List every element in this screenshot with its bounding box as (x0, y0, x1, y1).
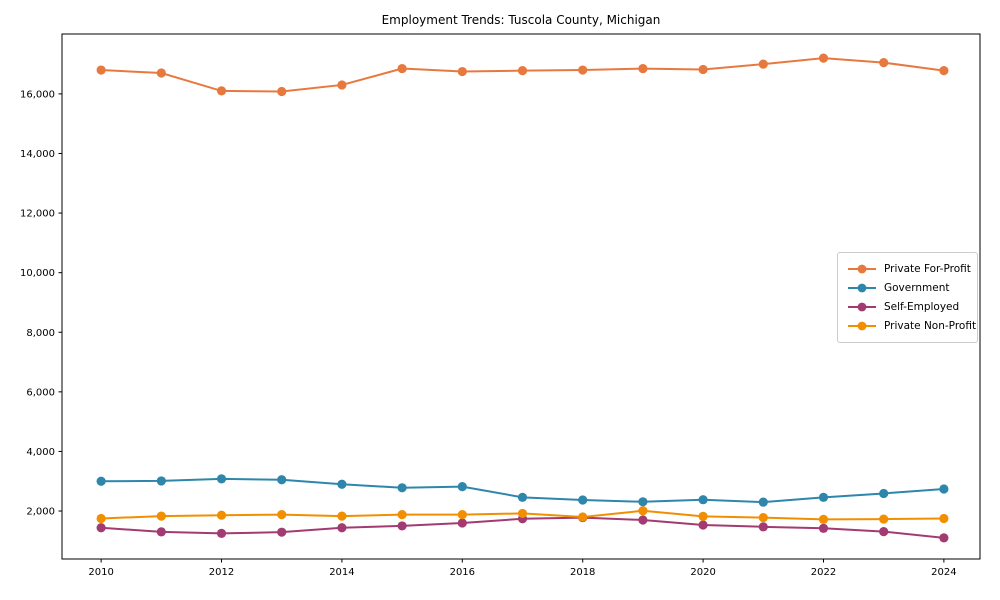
data-point (758, 497, 768, 507)
legend-label: Government (884, 281, 950, 294)
data-point (457, 510, 467, 520)
data-point (578, 65, 588, 75)
legend-label: Self-Employed (884, 301, 960, 314)
data-point (758, 59, 768, 69)
data-point (517, 66, 528, 76)
data-point (638, 497, 648, 507)
data-point (818, 523, 829, 533)
x-tick-label: 2014 (329, 567, 354, 578)
data-point (517, 492, 528, 502)
legend: Private For-Profit Government Self-Emplo… (837, 252, 978, 343)
x-tick-label: 2020 (690, 567, 715, 578)
data-point (337, 80, 347, 90)
legend-item-private-non-profit: Private Non-Profit (847, 317, 976, 336)
data-point (457, 66, 467, 77)
x-tick-label: 2016 (450, 567, 475, 578)
x-tick-label: 2024 (931, 567, 956, 578)
x-tick-label: 2012 (209, 567, 234, 578)
data-point (216, 510, 227, 520)
data-point (578, 495, 588, 505)
y-tick-label: 8,000 (26, 328, 55, 339)
data-point (879, 526, 889, 537)
data-point (818, 492, 829, 502)
data-point (216, 528, 227, 538)
data-point (457, 518, 467, 528)
legend-item-government: Government (847, 278, 969, 297)
data-point (277, 475, 287, 485)
chart-title: Employment Trends: Tuscola County, Michi… (381, 13, 661, 27)
data-point (216, 86, 227, 96)
data-point (337, 479, 347, 489)
legend-marker-line-dot-icon (848, 283, 876, 293)
legend-item-self-employed: Self-Employed (847, 298, 969, 317)
data-point (156, 511, 166, 521)
data-point (156, 476, 166, 486)
data-point (277, 527, 287, 537)
y-tick-label: 4,000 (26, 447, 55, 458)
x-tick-label: 2018 (570, 567, 595, 578)
data-point (397, 63, 407, 74)
data-point (638, 506, 648, 516)
y-tick-label: 10,000 (20, 268, 55, 279)
y-tick-label: 2,000 (26, 507, 55, 518)
data-point (879, 514, 889, 524)
y-tick-label: 6,000 (26, 387, 55, 398)
legend-marker-line-dot-icon (848, 322, 876, 331)
data-point (517, 508, 528, 519)
data-point (638, 63, 648, 74)
y-tick-label: 12,000 (20, 209, 55, 220)
data-point (939, 513, 949, 524)
data-point (156, 527, 166, 537)
data-point (397, 510, 407, 520)
y-tick-label: 16,000 (20, 89, 55, 100)
data-point (397, 483, 407, 493)
plot-border (61, 33, 981, 560)
data-point (337, 523, 347, 533)
data-point (397, 521, 407, 531)
data-point (277, 510, 287, 520)
data-point (457, 481, 467, 492)
x-tick-label: 2022 (811, 567, 836, 578)
data-point (698, 511, 708, 521)
data-point (578, 512, 588, 522)
data-point (758, 512, 768, 523)
legend-item-private-for-profit: Private For-Profit (847, 259, 971, 278)
data-point (156, 68, 166, 78)
data-point (879, 58, 889, 68)
data-point (96, 65, 106, 75)
data-point (337, 511, 347, 521)
data-point (698, 64, 708, 75)
data-point (96, 523, 106, 533)
data-point (277, 86, 287, 97)
data-point (879, 488, 889, 499)
y-tick-label: 14,000 (20, 149, 55, 160)
data-point (698, 520, 708, 530)
data-point (96, 476, 106, 486)
legend-label: Private For-Profit (884, 262, 971, 275)
data-point (638, 515, 648, 525)
data-point (758, 522, 768, 532)
data-point (698, 495, 708, 505)
data-point (818, 53, 829, 63)
data-point (818, 514, 829, 524)
legend-marker-line-dot-icon (848, 302, 876, 312)
x-tick-label: 2010 (88, 567, 113, 578)
data-point (939, 66, 949, 76)
legend-marker-line-dot-icon (848, 264, 876, 273)
data-point (939, 484, 949, 494)
legend-label: Private Non-Profit (884, 320, 977, 333)
data-point (96, 513, 106, 524)
data-point (939, 533, 949, 543)
data-point (216, 474, 227, 484)
